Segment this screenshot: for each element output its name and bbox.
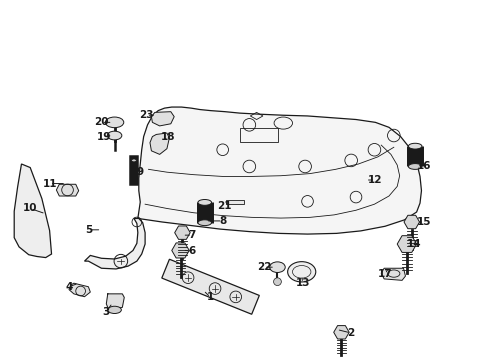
- Text: 12: 12: [367, 175, 382, 185]
- Text: 10: 10: [23, 203, 38, 213]
- Text: 3: 3: [102, 307, 110, 317]
- Polygon shape: [162, 259, 259, 314]
- Circle shape: [273, 278, 281, 285]
- Text: 14: 14: [406, 239, 421, 249]
- Text: 23: 23: [139, 110, 154, 120]
- Ellipse shape: [198, 199, 211, 205]
- Text: 21: 21: [217, 201, 231, 211]
- Text: 11: 11: [42, 179, 57, 189]
- Polygon shape: [14, 164, 51, 257]
- Text: 16: 16: [416, 161, 430, 171]
- Ellipse shape: [287, 262, 315, 282]
- Text: 22: 22: [256, 262, 270, 272]
- Text: 5: 5: [84, 225, 92, 235]
- Polygon shape: [138, 107, 421, 234]
- Text: 13: 13: [295, 278, 309, 288]
- Polygon shape: [84, 219, 145, 269]
- Ellipse shape: [107, 131, 122, 140]
- Ellipse shape: [407, 163, 421, 169]
- Ellipse shape: [107, 306, 121, 314]
- Ellipse shape: [407, 143, 421, 149]
- Text: 18: 18: [161, 132, 175, 141]
- Text: 8: 8: [219, 216, 226, 226]
- Polygon shape: [381, 268, 405, 280]
- Text: 15: 15: [416, 217, 430, 227]
- Text: 4: 4: [65, 282, 73, 292]
- Text: 1: 1: [206, 292, 214, 302]
- Text: 2: 2: [347, 328, 354, 338]
- Polygon shape: [69, 283, 90, 297]
- Polygon shape: [56, 184, 79, 196]
- Text: 6: 6: [188, 246, 195, 256]
- Ellipse shape: [105, 117, 123, 128]
- Polygon shape: [106, 294, 124, 310]
- Ellipse shape: [269, 262, 285, 273]
- Polygon shape: [150, 133, 169, 154]
- Text: 9: 9: [137, 167, 143, 177]
- Text: 7: 7: [188, 230, 195, 240]
- Ellipse shape: [198, 220, 211, 226]
- Text: 20: 20: [94, 117, 108, 127]
- Polygon shape: [225, 199, 243, 204]
- Polygon shape: [151, 112, 174, 126]
- Text: 19: 19: [97, 132, 111, 141]
- Text: 17: 17: [377, 269, 391, 279]
- Ellipse shape: [131, 159, 136, 162]
